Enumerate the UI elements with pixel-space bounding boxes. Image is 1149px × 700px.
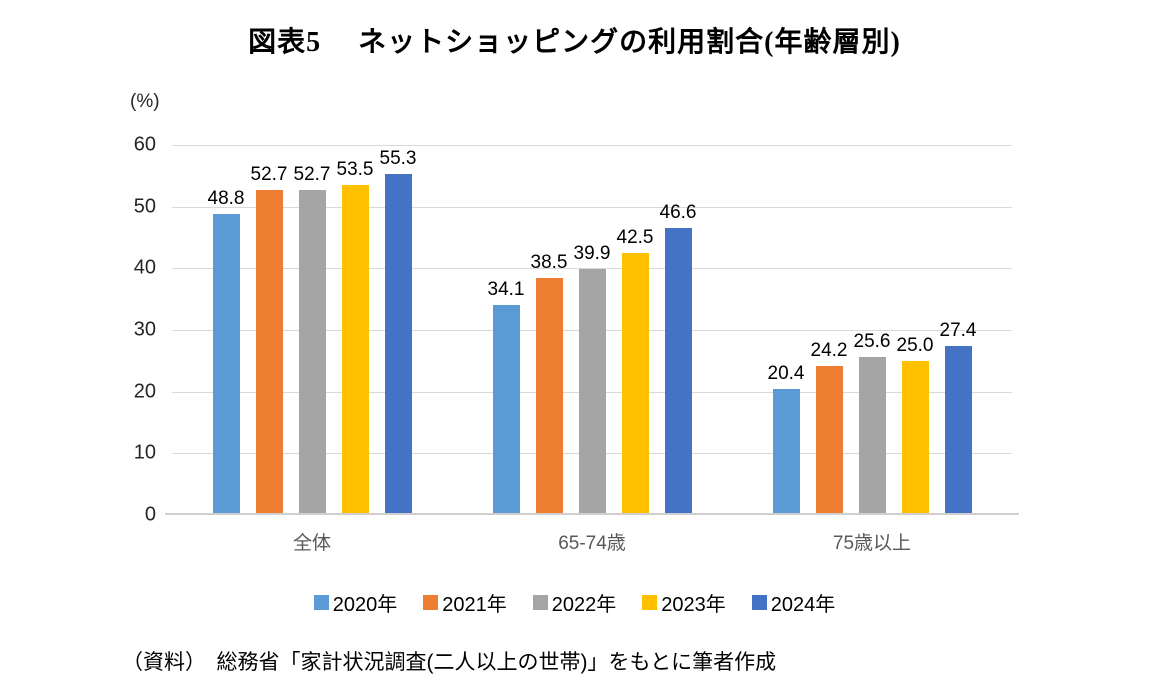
bar-value-label: 24.2 xyxy=(810,339,848,361)
x-axis-category-label: 65-74歳 xyxy=(558,533,626,554)
gridline xyxy=(172,268,1012,270)
legend-item-2021年: 2021年 xyxy=(423,588,507,617)
bar-2020年-全体 xyxy=(212,214,240,515)
bar-2023年-全体 xyxy=(341,185,369,515)
gridline xyxy=(172,145,1012,146)
bar-value-label: 42.5 xyxy=(616,226,654,248)
bar-value-label: 25.0 xyxy=(896,334,934,356)
bar-value-label: 27.4 xyxy=(939,320,977,342)
y-axis-tick-label: 40 xyxy=(133,256,156,279)
legend-swatch xyxy=(423,595,439,610)
bar-2023年-65-74歳 xyxy=(621,252,649,515)
legend-item-2023年: 2023年 xyxy=(642,588,726,617)
y-axis-tick-label: 60 xyxy=(133,133,156,156)
legend-item-2022年: 2022年 xyxy=(532,588,617,617)
bar-value-label: 52.7 xyxy=(250,164,288,186)
bar-2022年-75歳以上 xyxy=(858,357,886,515)
legend-label: 2020年 xyxy=(332,594,398,616)
bar-group: 20.4 24.2 25.6 25.0 27.4 75歳以上 xyxy=(732,145,1012,554)
bar-value-label: 39.9 xyxy=(573,242,611,264)
bar-value-label: 53.5 xyxy=(336,159,374,181)
y-axis-tick-label: 50 xyxy=(133,195,156,218)
bar-value-label: 55.3 xyxy=(379,147,417,169)
bar-2021年-75歳以上 xyxy=(815,365,843,515)
gridline xyxy=(172,206,1012,208)
bar-value-label: 38.5 xyxy=(530,251,568,273)
legend-item-2020年: 2020年 xyxy=(313,588,398,617)
y-axis-tick-label: 20 xyxy=(133,380,156,403)
y-axis-tick-label: 10 xyxy=(133,441,156,464)
bar-group: 34.1 38.5 39.9 42.5 46.6 65-74歳 xyxy=(452,145,732,554)
bar-value-label: 20.4 xyxy=(767,363,805,385)
y-axis-tick-label: 0 xyxy=(144,503,156,526)
bar-2024年-全体 xyxy=(384,173,412,515)
bar-value-label: 25.6 xyxy=(853,331,891,353)
y-axis-unit-label: (%) xyxy=(130,91,160,112)
bar-2021年-65-74歳 xyxy=(535,277,563,515)
bar-2020年-65-74歳 xyxy=(492,304,520,515)
chart-title: 図表5 ネットショッピングの利用割合(年齢層別) xyxy=(248,27,901,58)
x-axis-category-label: 75歳以上 xyxy=(832,533,912,554)
bar-2024年-75歳以上 xyxy=(944,346,972,515)
bar-2023年-75歳以上 xyxy=(901,360,929,515)
legend-swatch xyxy=(313,595,329,610)
legend-item-2024年: 2024年 xyxy=(751,588,836,617)
bar-2020年-75歳以上 xyxy=(772,389,800,515)
bar-2021年-全体 xyxy=(255,190,283,515)
bar-2024年-65-74歳 xyxy=(664,227,692,515)
bar-group: 48.8 52.7 52.7 53.5 55.3 全体 xyxy=(172,145,452,554)
legend-swatch xyxy=(751,595,767,610)
y-axis-tick-label: 30 xyxy=(133,318,156,341)
bar-2022年-65-74歳 xyxy=(578,268,606,515)
bar-value-label: 52.7 xyxy=(293,164,331,186)
legend-label: 2021年 xyxy=(442,594,507,616)
legend-label: 2023年 xyxy=(661,594,726,616)
bar-value-label: 34.1 xyxy=(487,278,525,300)
x-axis-line xyxy=(165,513,1019,515)
legend-label: 2024年 xyxy=(770,594,836,616)
legend-label: 2022年 xyxy=(551,594,617,616)
plot-area: 0 10 20 30 40 50 60 48.8 52.7 52.7 53.5 55.3 全体 34.1 3… xyxy=(134,134,1019,554)
x-axis-category-label: 全体 xyxy=(292,533,331,554)
source-note: （資料） 総務省「家計状況調査(二人以上の世帯)」をもとに筆者作成 xyxy=(122,651,777,674)
bar-value-label: 46.6 xyxy=(659,201,697,223)
legend-swatch xyxy=(532,595,548,610)
legend-swatch xyxy=(642,595,658,610)
legend: 2020年 2021年 2022年 2023年 2024年 xyxy=(0,588,1149,617)
bar-2022年-全体 xyxy=(298,190,326,515)
bar-value-label: 48.8 xyxy=(207,188,245,210)
